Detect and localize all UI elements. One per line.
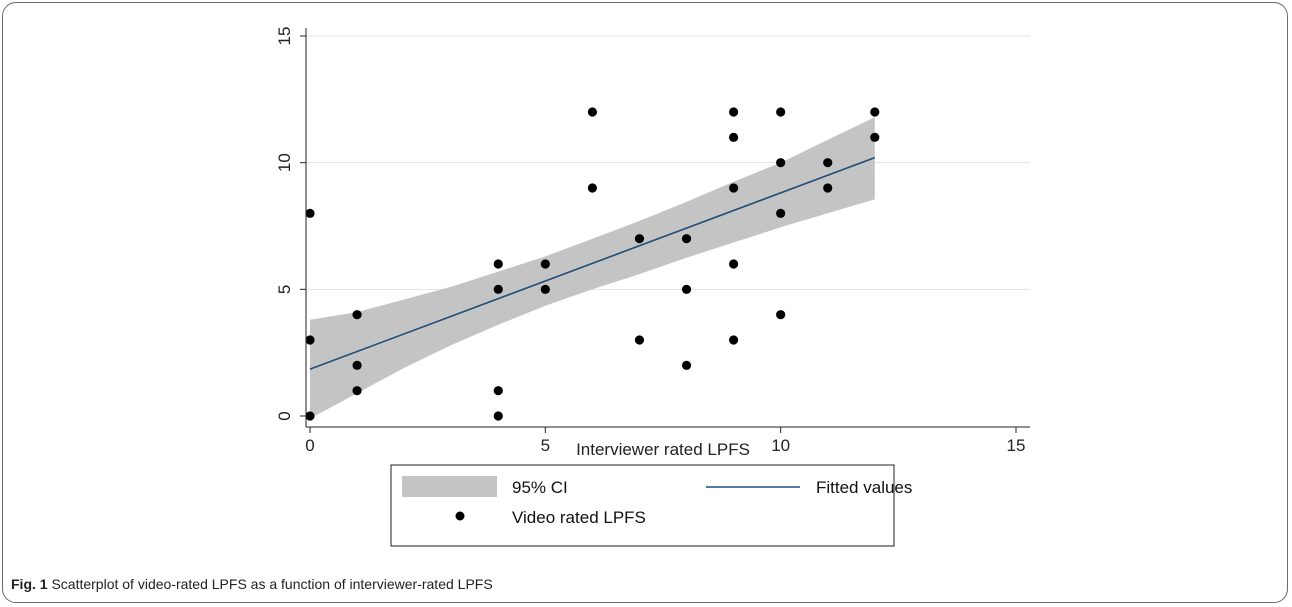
data-point-23	[729, 335, 739, 345]
figure-caption: Fig. 1 Scatterplot of video-rated LPFS a…	[11, 576, 493, 592]
legend-ci-swatch	[402, 476, 497, 497]
x-axis-title: Interviewer rated LPFS	[576, 440, 750, 459]
data-point-19	[729, 107, 739, 117]
data-point-11	[540, 284, 550, 294]
data-point-14	[634, 234, 645, 244]
caption-label: Fig. 1	[11, 576, 48, 592]
data-point-20	[729, 132, 739, 142]
data-point-29	[823, 183, 833, 193]
data-point-8	[493, 386, 503, 396]
data-point-1	[305, 335, 315, 345]
x-tick-label-1: 5	[541, 436, 550, 455]
data-point-28	[823, 158, 833, 168]
caption-text: Scatterplot of video-rated LPFS as a fun…	[51, 576, 493, 592]
y-ticks: 0 5 10 15	[275, 27, 306, 421]
y-tick-label-3: 15	[275, 27, 294, 46]
data-point-16	[681, 234, 692, 244]
points-layer	[305, 107, 880, 421]
x-tick-label-3: 15	[1007, 436, 1026, 455]
legend-points-label: Video rated LPFS	[512, 508, 646, 527]
y-tick-label-2: 10	[275, 153, 294, 172]
data-point-26	[776, 208, 786, 218]
data-point-22	[729, 259, 739, 269]
y-tick-label-0: 0	[275, 411, 294, 420]
data-point-10	[540, 259, 550, 269]
data-point-31	[870, 132, 880, 142]
x-ticks: 0 5 10 15	[305, 427, 1025, 455]
data-point-30	[870, 107, 880, 117]
legend-ci-label: 95% CI	[512, 478, 568, 497]
legend: 95% CI Fitted values Video rated LPFS	[390, 464, 912, 547]
data-point-27	[776, 310, 786, 320]
y-tick-label-1: 5	[275, 285, 294, 294]
data-point-24	[776, 107, 786, 117]
data-point-21	[729, 183, 739, 193]
fitted-line	[309, 156, 876, 370]
data-point-12	[587, 107, 598, 117]
data-point-13	[587, 183, 598, 193]
data-point-4	[352, 360, 362, 370]
data-point-25	[776, 158, 786, 168]
data-point-17	[681, 284, 692, 294]
data-point-7	[493, 284, 503, 294]
data-point-18	[681, 360, 692, 370]
legend-fitted-label: Fitted values	[816, 478, 912, 497]
data-point-3	[352, 310, 362, 320]
legend-points-swatch	[455, 511, 465, 521]
data-point-2	[305, 411, 315, 421]
x-tick-label-2: 10	[771, 436, 790, 455]
grid-lines	[306, 35, 1030, 290]
data-point-9	[493, 411, 503, 421]
data-point-5	[352, 386, 362, 396]
axes	[305, 28, 1030, 428]
data-point-6	[493, 259, 503, 269]
data-point-15	[634, 335, 645, 345]
x-tick-label-0: 0	[305, 436, 314, 455]
fitted-line-layer	[309, 156, 876, 370]
data-point-0	[305, 208, 315, 218]
